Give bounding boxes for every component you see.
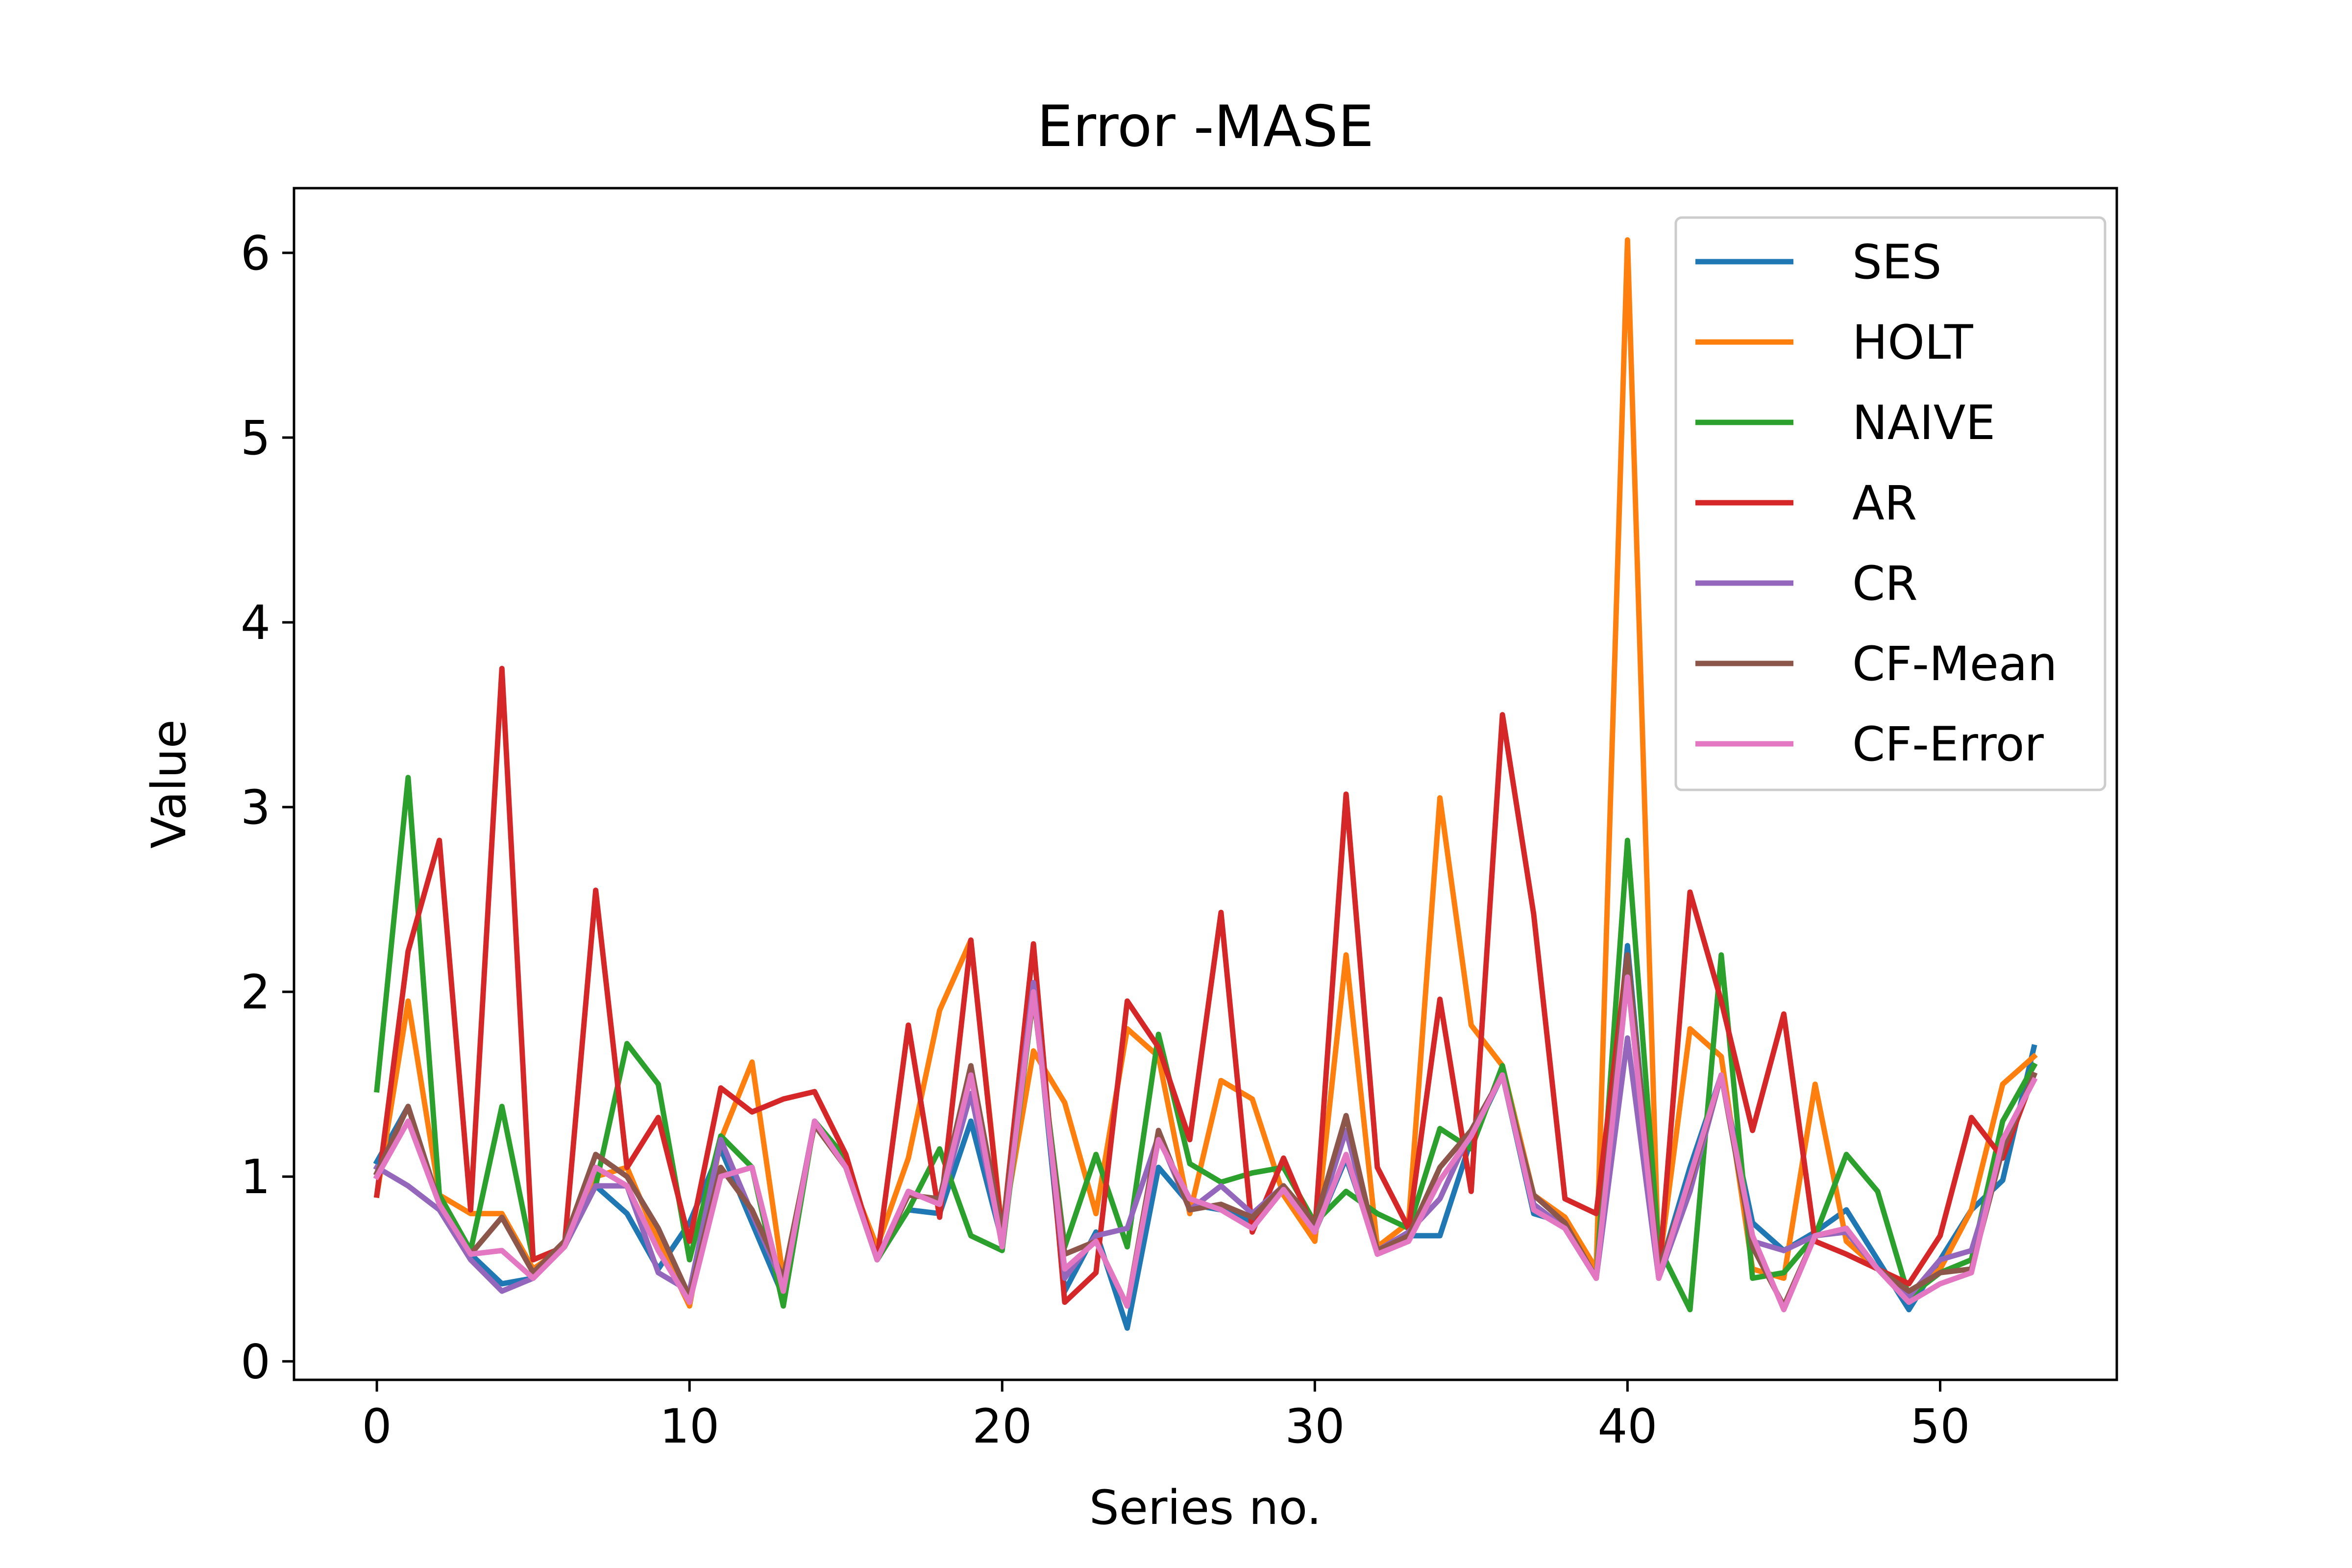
legend-label-ar: AR (1852, 476, 1917, 531)
y-tick-label: 0 (241, 1334, 270, 1389)
y-tick-label: 2 (241, 965, 270, 1020)
legend-label-cf-error: CF-Error (1852, 717, 2044, 772)
x-tick-label: 30 (1285, 1399, 1345, 1454)
y-tick-label: 6 (241, 226, 270, 281)
series-line-naive (374, 775, 2038, 1313)
series-lines (373, 237, 2038, 1331)
legend-label-cf-mean: CF-Mean (1852, 637, 2057, 691)
legend-box (1674, 216, 2107, 791)
y-tick-label: 1 (241, 1150, 270, 1204)
legend: SES HOLT NAIVE AR CR CF-Mean CF-Error (1674, 216, 2107, 791)
x-tick-label: 50 (1910, 1399, 1970, 1454)
y-tick-label: 4 (241, 595, 270, 650)
x-axis: 0 10 20 30 40 50 (362, 1380, 1970, 1454)
series-line-ar (373, 665, 2037, 1305)
x-tick-label: 10 (660, 1399, 719, 1454)
chart-title: Error -MASE (1037, 94, 1374, 160)
y-axis-label: Value (142, 719, 196, 849)
legend-label-naive: NAIVE (1852, 395, 1995, 450)
y-tick-label: 3 (241, 780, 270, 835)
x-tick-label: 40 (1597, 1399, 1657, 1454)
legend-label-ses: SES (1852, 235, 1942, 290)
legend-label-cr: CR (1852, 556, 1918, 611)
x-tick-label: 20 (972, 1399, 1032, 1454)
series-line-holt (373, 237, 2038, 1309)
y-tick-label: 5 (241, 411, 270, 466)
x-tick-label: 0 (362, 1399, 392, 1454)
plot-frame (293, 187, 2118, 1381)
x-axis-label: Series no. (1089, 1480, 1322, 1535)
series-line-cf-error (373, 974, 2038, 1313)
y-axis: 0 1 2 3 4 5 6 (241, 226, 294, 1389)
legend-label-holt: HOLT (1852, 315, 1973, 370)
